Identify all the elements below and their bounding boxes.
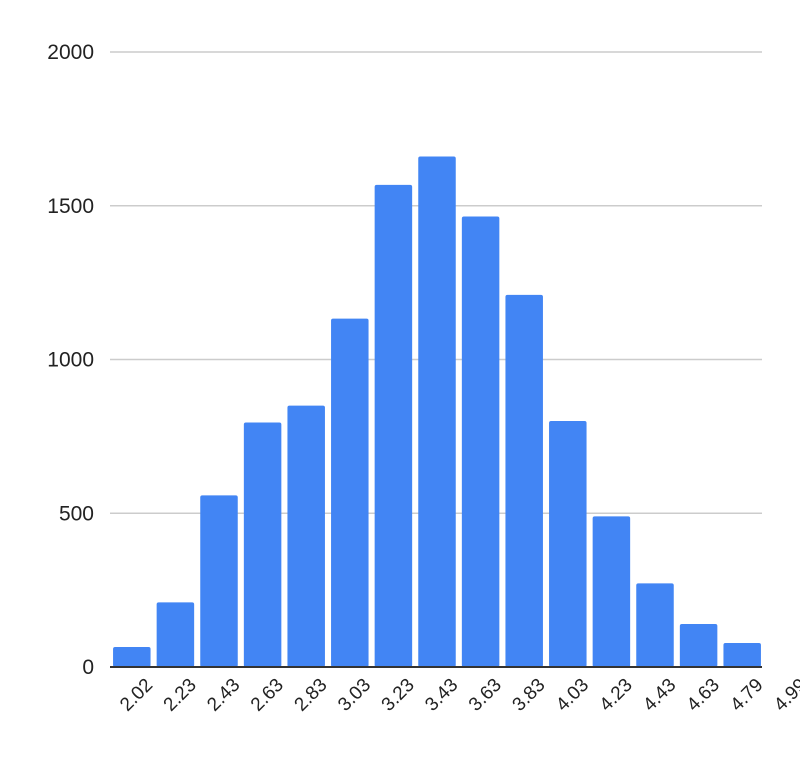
- bar-3.63: [461, 216, 500, 667]
- y-tick-label: 500: [59, 502, 94, 525]
- x-tick-label: 3.63: [465, 675, 506, 716]
- x-tick-label: 4.99: [770, 675, 800, 716]
- bar-4.03: [549, 421, 587, 667]
- y-tick-label: 1500: [47, 195, 94, 218]
- bar-3.43: [418, 156, 456, 668]
- x-tick-label: 4.63: [683, 675, 724, 716]
- bars: [113, 156, 761, 668]
- x-axis-ticks: 2.02 2.23 2.43 2.63 2.83 3.03 3.23 3.43 3.63 3.83…: [116, 675, 800, 716]
- bar-4.23: [592, 516, 631, 667]
- bar-4.63: [679, 623, 718, 667]
- x-tick-label: 3.03: [334, 675, 375, 716]
- bar-4.43: [636, 583, 674, 667]
- bar-2.23: [156, 602, 195, 667]
- x-tick-label: 3.43: [421, 675, 462, 716]
- x-tick-label: 2.02: [116, 675, 157, 716]
- x-tick-label: 4.23: [596, 675, 637, 716]
- x-tick-label: 4.43: [639, 675, 680, 716]
- x-tick-label: 3.83: [509, 675, 550, 716]
- y-tick-label: 1000: [47, 349, 94, 372]
- x-tick-label: 4.79: [727, 675, 768, 716]
- bar-2.83: [287, 405, 325, 667]
- bar-2.63: [243, 422, 282, 667]
- x-tick-label: 4.03: [552, 675, 593, 716]
- x-tick-label: 2.83: [291, 675, 332, 716]
- x-tick-label: 2.43: [203, 675, 244, 716]
- bar-2.02: [113, 647, 151, 667]
- y-tick-label: 2000: [47, 41, 94, 64]
- x-tick-label: 3.23: [378, 675, 419, 716]
- bar-3.03: [331, 318, 369, 667]
- bar-3.23: [374, 184, 413, 667]
- bar-4.79: [723, 643, 761, 667]
- x-tick-label: 2.23: [160, 675, 201, 716]
- bar-2.43: [200, 495, 238, 667]
- y-axis-ticks: 0 500 1000 1500 2000: [47, 41, 94, 679]
- x-tick-label: 2.63: [247, 675, 288, 716]
- y-tick-label: 0: [82, 656, 94, 679]
- bar-3.83: [505, 294, 543, 667]
